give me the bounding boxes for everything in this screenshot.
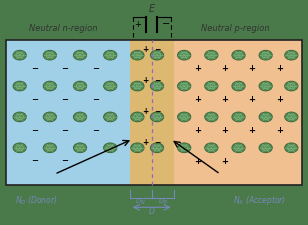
Circle shape <box>205 50 218 60</box>
Text: E: E <box>149 4 155 14</box>
Text: +: + <box>194 157 201 166</box>
Text: −: − <box>31 126 38 135</box>
Circle shape <box>13 143 26 153</box>
Text: −: − <box>154 138 160 147</box>
Text: $D_N$: $D_N$ <box>135 197 146 207</box>
Text: +: + <box>143 138 149 147</box>
Text: −: − <box>31 95 38 104</box>
Text: D: D <box>149 207 155 216</box>
Text: +: + <box>143 45 149 54</box>
Text: +: + <box>221 126 229 135</box>
Text: $N_A$ (Acceptor): $N_A$ (Acceptor) <box>233 194 286 207</box>
Circle shape <box>205 81 218 91</box>
Bar <box>130 40 174 185</box>
Text: +: + <box>249 126 256 135</box>
Circle shape <box>13 81 26 91</box>
Text: +: + <box>194 126 201 135</box>
Text: +: + <box>134 20 141 29</box>
Circle shape <box>232 81 245 91</box>
Text: Neutral p-region: Neutral p-region <box>201 24 270 33</box>
Text: Neutral n-region: Neutral n-region <box>29 24 98 33</box>
Text: +: + <box>276 95 283 104</box>
Text: +: + <box>276 64 283 73</box>
Text: −: − <box>154 76 160 85</box>
Circle shape <box>177 143 191 153</box>
Circle shape <box>73 81 87 91</box>
Text: +: + <box>221 157 229 166</box>
Circle shape <box>103 81 117 91</box>
Text: +: + <box>143 76 149 85</box>
Circle shape <box>150 143 164 153</box>
Text: $D_P$: $D_P$ <box>157 197 168 207</box>
Text: −: − <box>92 64 99 73</box>
Circle shape <box>232 112 245 122</box>
Circle shape <box>103 50 117 60</box>
Circle shape <box>205 112 218 122</box>
Circle shape <box>73 50 87 60</box>
Bar <box>6 40 130 185</box>
Circle shape <box>259 81 272 91</box>
Circle shape <box>232 50 245 60</box>
Text: $N_D$ (Donor): $N_D$ (Donor) <box>15 194 58 207</box>
Bar <box>6 40 302 185</box>
Circle shape <box>43 112 56 122</box>
Circle shape <box>131 81 144 91</box>
Text: −: − <box>92 95 99 104</box>
Circle shape <box>103 143 117 153</box>
Text: +: + <box>194 95 201 104</box>
Circle shape <box>150 112 164 122</box>
Text: +: + <box>276 126 283 135</box>
Circle shape <box>285 112 298 122</box>
Circle shape <box>285 50 298 60</box>
Circle shape <box>205 143 218 153</box>
Circle shape <box>150 81 164 91</box>
Text: +: + <box>221 64 229 73</box>
Text: +: + <box>194 64 201 73</box>
Circle shape <box>259 112 272 122</box>
Circle shape <box>13 50 26 60</box>
Circle shape <box>177 81 191 91</box>
Circle shape <box>43 143 56 153</box>
Circle shape <box>103 112 117 122</box>
Text: −: − <box>31 64 38 73</box>
Circle shape <box>131 50 144 60</box>
Text: −: − <box>154 45 160 54</box>
Circle shape <box>13 112 26 122</box>
Circle shape <box>150 50 164 60</box>
Circle shape <box>177 112 191 122</box>
Circle shape <box>259 50 272 60</box>
Circle shape <box>232 143 245 153</box>
Text: +: + <box>249 95 256 104</box>
Text: −: − <box>62 95 68 104</box>
Text: −: − <box>162 19 170 29</box>
Bar <box>174 40 302 185</box>
Text: +: + <box>143 107 149 116</box>
Circle shape <box>73 143 87 153</box>
Circle shape <box>131 112 144 122</box>
Circle shape <box>285 143 298 153</box>
Circle shape <box>43 81 56 91</box>
Text: −: − <box>154 107 160 116</box>
Text: −: − <box>62 126 68 135</box>
Circle shape <box>259 143 272 153</box>
Text: +: + <box>249 64 256 73</box>
Text: −: − <box>62 64 68 73</box>
Circle shape <box>177 50 191 60</box>
Text: −: − <box>92 126 99 135</box>
Text: +: + <box>221 95 229 104</box>
Circle shape <box>131 143 144 153</box>
Circle shape <box>285 81 298 91</box>
Text: −: − <box>62 157 68 166</box>
Text: −: − <box>31 157 38 166</box>
Circle shape <box>43 50 56 60</box>
Circle shape <box>73 112 87 122</box>
